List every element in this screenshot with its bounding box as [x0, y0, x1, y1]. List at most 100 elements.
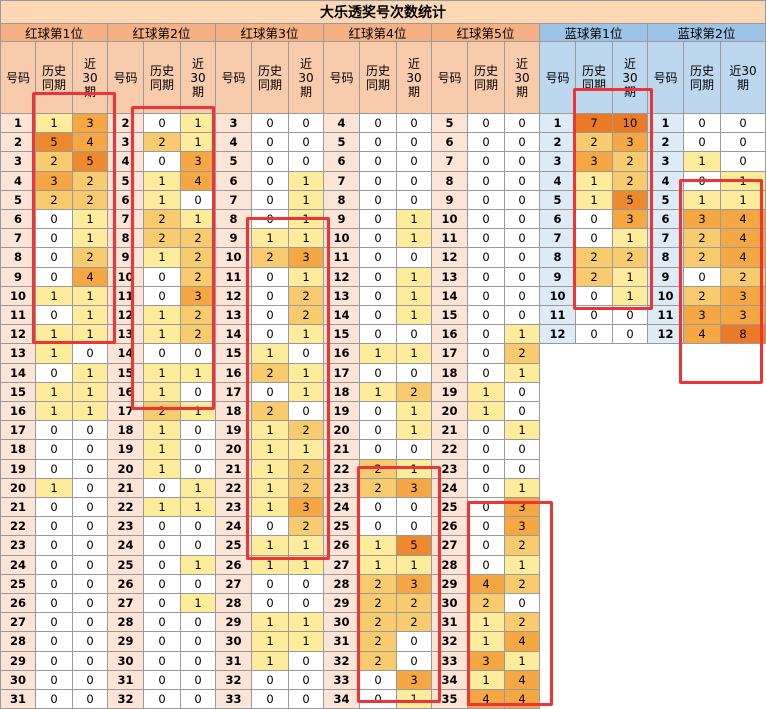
history-cell: 0 [144, 114, 181, 134]
recent30-cell: 3 [397, 670, 432, 690]
history-cell: 0 [360, 114, 397, 134]
number-cell: 11 [648, 306, 684, 326]
recent30-cell: 1 [505, 421, 540, 441]
recent30-cell: 3 [289, 498, 324, 518]
number-cell: 13 [108, 325, 144, 345]
history-cell: 0 [360, 210, 397, 230]
history-cell: 0 [36, 613, 73, 633]
history-cell: 1 [360, 536, 397, 556]
recent30-cell: 0 [289, 690, 324, 709]
history-cell: 0 [144, 267, 181, 287]
history-cell: 2 [252, 402, 289, 422]
number-cell: 8 [648, 248, 684, 268]
column-header: 号码 [432, 42, 468, 114]
recent30-cell: 0 [397, 133, 432, 153]
recent30-cell: 1 [181, 210, 216, 230]
recent30-cell: 1 [397, 210, 432, 230]
number-cell: 20 [216, 440, 252, 460]
number-cell: 7 [540, 229, 576, 249]
recent30-cell: 2 [181, 229, 216, 249]
recent30-cell: 0 [73, 440, 108, 460]
history-cell: 0 [252, 267, 289, 287]
history-cell: 2 [36, 190, 73, 210]
group-header: 红球第4位 [324, 24, 432, 42]
number-cell: 4 [648, 171, 684, 191]
history-cell: 1 [576, 190, 613, 210]
history-cell: 2 [144, 210, 181, 230]
history-cell: 1 [252, 421, 289, 441]
number-cell: 30 [216, 632, 252, 652]
number-cell: 18 [324, 382, 360, 402]
number-cell: 29 [216, 613, 252, 633]
recent30-cell: 2 [505, 613, 540, 633]
number-cell: 10 [648, 286, 684, 306]
recent30-cell: 5 [73, 152, 108, 172]
history-cell: 3 [468, 651, 505, 671]
number-cell: 19 [216, 421, 252, 441]
number-cell: 17 [432, 344, 468, 364]
history-cell: 1 [252, 229, 289, 249]
number-cell: 6 [108, 190, 144, 210]
history-cell: 0 [252, 382, 289, 402]
number-cell: 4 [540, 171, 576, 191]
recent30-cell: 1 [397, 690, 432, 709]
history-cell: 2 [360, 613, 397, 633]
number-cell: 25 [0, 574, 36, 594]
history-cell: 1 [252, 536, 289, 556]
history-cell: 1 [360, 344, 397, 364]
number-cell: 5 [216, 152, 252, 172]
recent30-cell: 0 [181, 632, 216, 652]
recent30-cell: 0 [181, 651, 216, 671]
number-cell: 27 [0, 613, 36, 633]
number-cell: 4 [108, 152, 144, 172]
history-cell: 0 [144, 670, 181, 690]
number-cell: 6 [324, 152, 360, 172]
history-cell: 0 [36, 440, 73, 460]
number-cell: 19 [108, 440, 144, 460]
number-cell: 24 [108, 536, 144, 556]
number-cell: 32 [324, 651, 360, 671]
history-cell: 0 [252, 114, 289, 134]
history-cell: 0 [360, 498, 397, 518]
history-cell: 0 [468, 555, 505, 575]
history-cell: 0 [684, 133, 721, 153]
number-cell: 19 [0, 459, 36, 479]
recent30-cell: 0 [289, 152, 324, 172]
number-cell: 27 [108, 594, 144, 614]
recent30-cell: 0 [397, 632, 432, 652]
number-cell: 21 [324, 440, 360, 460]
history-cell: 0 [360, 670, 397, 690]
recent30-cell: 0 [181, 670, 216, 690]
recent30-cell: 2 [613, 171, 648, 191]
number-cell: 18 [0, 440, 36, 460]
history-cell: 0 [360, 690, 397, 709]
column-header: 近30期 [73, 42, 108, 114]
number-cell: 20 [324, 421, 360, 441]
history-cell: 0 [36, 267, 73, 287]
number-cell: 16 [432, 325, 468, 345]
history-cell: 0 [468, 152, 505, 172]
number-cell: 27 [324, 555, 360, 575]
number-cell: 20 [0, 478, 36, 498]
recent30-cell: 1 [397, 555, 432, 575]
number-cell: 28 [324, 574, 360, 594]
number-cell: 13 [324, 286, 360, 306]
recent30-cell: 0 [721, 133, 766, 153]
column-header: 号码 [108, 42, 144, 114]
number-cell: 8 [0, 248, 36, 268]
column-header: 历史同期 [468, 42, 505, 114]
recent30-cell: 1 [181, 402, 216, 422]
number-cell: 18 [216, 402, 252, 422]
number-cell: 6 [648, 210, 684, 230]
recent30-cell: 0 [397, 517, 432, 537]
recent30-cell: 0 [397, 363, 432, 383]
number-cell: 30 [432, 594, 468, 614]
history-cell: 1 [684, 152, 721, 172]
number-cell: 21 [108, 478, 144, 498]
history-cell: 0 [36, 229, 73, 249]
number-cell: 30 [324, 613, 360, 633]
recent30-cell: 1 [505, 325, 540, 345]
history-cell: 0 [252, 690, 289, 709]
recent30-cell: 1 [181, 133, 216, 153]
